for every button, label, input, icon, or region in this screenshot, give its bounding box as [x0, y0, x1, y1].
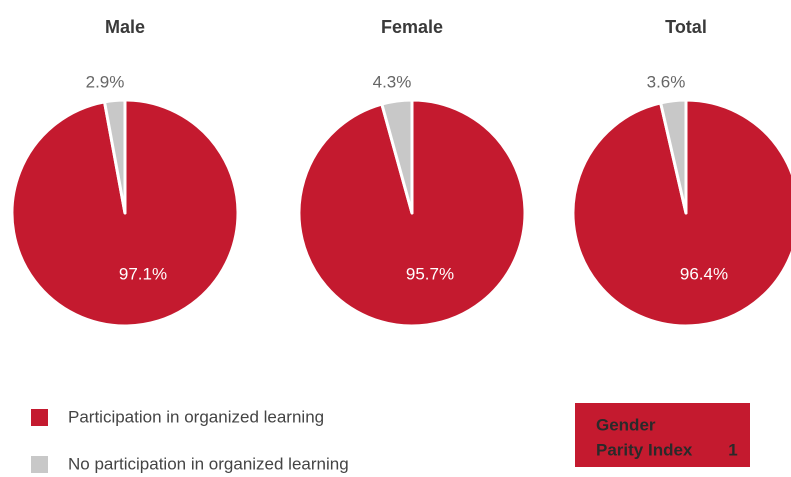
- legend-swatch: [31, 456, 48, 473]
- chart-title: Male: [105, 17, 145, 37]
- value-label: 97.1%: [119, 264, 167, 283]
- parity-box: [575, 403, 750, 467]
- value-label: 2.9%: [86, 72, 125, 91]
- parity-label: Gender: [596, 415, 656, 434]
- pie-slice: [380, 98, 414, 215]
- value-label: 3.6%: [647, 72, 686, 91]
- pie-slice: [659, 98, 688, 215]
- parity-label: Parity Index: [596, 440, 693, 459]
- pie-slice: [103, 98, 127, 215]
- legend-label: No participation in organized learning: [68, 454, 349, 473]
- parity-value: 1: [728, 440, 737, 459]
- chart-title: Female: [381, 17, 443, 37]
- legend-label: Participation in organized learning: [68, 407, 324, 426]
- value-label: 4.3%: [373, 72, 412, 91]
- pie-slice: [571, 98, 791, 328]
- value-label: 96.4%: [680, 264, 728, 283]
- chart-title: Total: [665, 17, 707, 37]
- value-label: 95.7%: [406, 264, 454, 283]
- legend-swatch: [31, 409, 48, 426]
